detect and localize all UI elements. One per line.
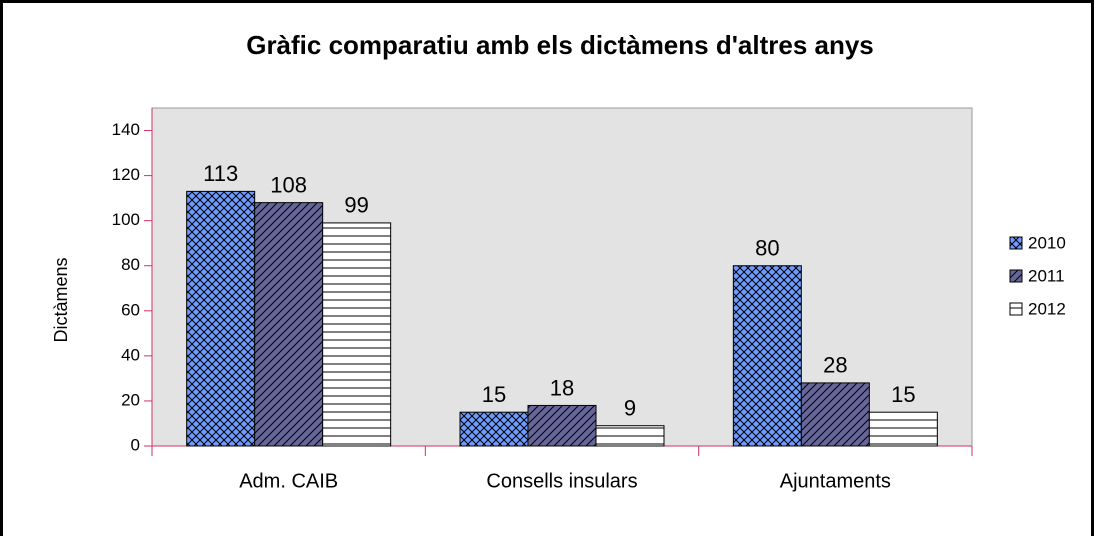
value-label: 15 [482,382,506,407]
value-label: 28 [823,353,847,378]
value-label: 113 [203,161,238,186]
y-tick-label: 60 [121,300,140,319]
legend-swatch [1009,236,1023,250]
value-label: 9 [624,396,636,421]
value-label: 80 [755,236,779,261]
x-tick-label: Adm. CAIB [239,470,338,492]
bar [868,411,938,447]
bar [732,265,802,447]
x-tick-label: Consells insulars [486,470,637,492]
legend-label: 2012 [1028,299,1066,318]
legend-label: 2010 [1028,233,1066,252]
y-tick-label: 80 [121,255,140,274]
bar [595,425,665,447]
y-tick-label: 120 [112,165,140,184]
legend-label: 2011 [1028,266,1065,285]
bar [186,190,256,447]
y-tick-label: 140 [112,120,140,139]
bar [322,222,392,447]
value-label: 108 [270,172,307,197]
bar [800,382,870,447]
y-axis-title: Dictàmens [51,257,71,342]
y-tick-label: 100 [112,210,140,229]
x-tick-label: Ajuntaments [780,470,891,492]
bar [459,411,529,447]
y-tick-label: 40 [121,345,140,364]
value-label: 99 [344,193,368,218]
bar [527,404,597,447]
legend-swatch [1009,302,1023,316]
bar [254,202,324,447]
legend-swatch [1009,269,1023,283]
y-tick-label: 0 [131,435,140,454]
y-tick-label: 20 [121,390,140,409]
chart-title: Gràfic comparatiu amb els dictàmens d'al… [246,30,874,60]
value-label: 18 [550,375,574,400]
value-label: 15 [891,382,915,407]
